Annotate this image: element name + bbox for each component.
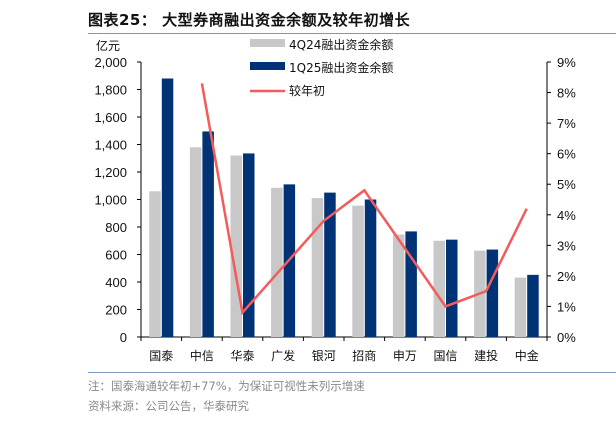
chart-note: 注：国泰海通较年初+77%，为保证可视性未列示增速 [88,379,365,393]
title-divider [88,33,616,34]
right-tick-label: 7% [557,116,576,131]
category-label: 国信 [433,349,457,363]
footer-divider [88,372,616,373]
bar-4q24 [189,147,202,337]
legend-swatch-1q25 [250,62,285,70]
left-tick-label: 1,600 [94,110,127,125]
legend-label-ytd: 较年初 [289,83,325,98]
bar-1q25 [486,249,499,337]
right-tick-label: 0% [557,330,576,345]
category-label: 建投 [474,348,498,363]
line-ytd-growth [200,83,528,316]
bar-1q25 [527,274,539,337]
bar-1q25 [243,153,255,337]
right-tick-label: 6% [557,147,576,162]
bar-4q24 [230,155,242,337]
bar-4q24 [311,198,324,337]
right-tick-label: 1% [557,299,576,314]
category-label: 广发 [271,348,295,363]
bar-1q25 [324,192,336,337]
category-label: 华泰 [230,349,254,363]
category-label: 国泰 [149,349,173,363]
right-tick-label: 8% [557,86,576,101]
bar-4q24 [514,277,527,337]
category-label: 中信 [190,348,214,363]
left-tick-label: 1,400 [94,138,127,153]
left-axis-unit: 亿元 [96,38,120,53]
left-tick-label: 2,000 [94,55,127,70]
bar-4q24 [433,240,445,337]
bar-4q24 [271,187,283,337]
bar-1q25 [161,78,174,337]
left-tick-label: 800 [105,220,127,235]
chart-title: 图表25： 大型券商融出资金余额及较年初增长 [88,11,411,29]
chart-source: 资料来源：公司公告，华泰研究 [88,399,249,413]
bar-4q24 [149,191,161,337]
right-tick-label: 2% [557,269,576,284]
right-tick-label: 5% [557,177,576,192]
left-tick-label: 600 [105,248,127,263]
legend-swatch-4q24 [250,39,285,47]
left-tick-label: 400 [105,275,127,290]
bar-4q24 [352,205,364,337]
left-tick-label: 1,800 [94,83,127,98]
category-label: 申万 [393,349,417,363]
left-tick-label: 0 [120,330,127,345]
legend-label-4q24: 4Q24融出资金余额 [289,37,393,52]
bar-1q25 [364,199,377,337]
category-label: 银河 [312,349,336,363]
right-tick-label: 4% [557,208,576,223]
right-tick-label: 3% [557,238,576,253]
legend-label-1q25: 1Q25融出资金余额 [289,60,393,75]
bar-1q25 [405,231,417,337]
category-label: 中金 [515,348,539,363]
left-tick-label: 1,000 [94,193,127,208]
bar-4q24 [392,234,405,337]
bar-1q25 [202,131,214,337]
right-tick-label: 9% [557,55,576,70]
left-tick-label: 1,200 [94,165,127,180]
bar-1q25 [446,239,458,337]
category-label: 招商 [352,348,376,363]
left-tick-label: 200 [105,303,127,318]
